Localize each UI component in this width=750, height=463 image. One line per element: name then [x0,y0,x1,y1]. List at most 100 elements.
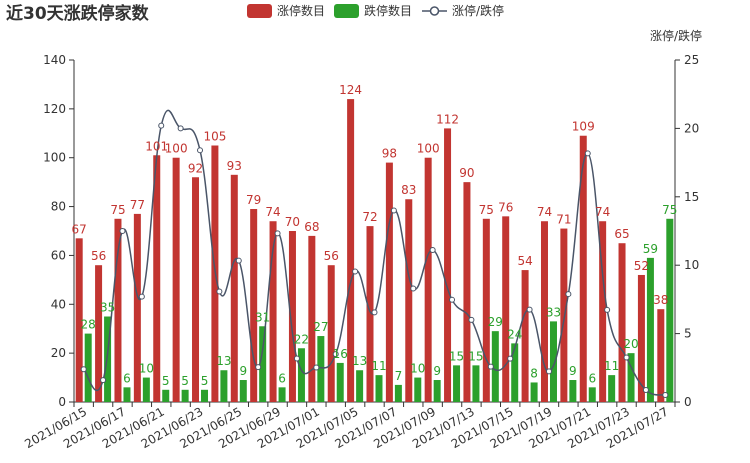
limit-up-value-label: 38 [653,293,668,307]
limit-down-bar [239,380,247,402]
limit-down-bar [142,377,150,402]
limit-up-value-label: 83 [401,183,416,197]
limit-down-value-label: 5 [162,374,170,388]
limit-up-bar [579,135,587,402]
ratio-point [235,257,242,264]
bars [75,99,674,402]
limit-up-value-label: 93 [227,159,242,173]
ratio-line [80,109,669,399]
limit-up-value-label: 75 [479,203,494,217]
ratio-point [623,354,630,361]
right-axis-tick-label: 25 [684,53,699,67]
limit-up-bar [366,226,374,402]
ratio-point [177,125,184,132]
right-axis-tick-label: 15 [684,190,699,204]
limit-down-bar [511,343,519,402]
limit-up-value-label: 68 [304,220,319,234]
limit-down-bar [588,387,596,402]
limit-down-value-label: 11 [371,359,386,373]
ratio-point [584,150,591,157]
limit-up-bar [114,218,122,402]
limit-down-bar [162,389,170,402]
limit-up-bar [269,221,277,402]
limit-up-value-label: 74 [265,205,280,219]
limit-up-value-label: 79 [246,193,261,207]
limit-up-value-label: 112 [436,112,459,126]
limit-up-bar [444,128,452,402]
limit-down-value-label: 33 [546,305,561,319]
legend-swatch [247,4,272,18]
limit-up-bar [405,199,413,402]
limit-up-value-label: 92 [188,161,203,175]
limit-down-value-label: 24 [507,327,522,341]
limit-up-value-label: 65 [614,227,629,241]
legend-item[interactable]: 涨停/跌停 [422,3,504,18]
limit-up-bar [502,216,510,402]
limit-up-value-label: 70 [285,215,300,229]
right-axis-tick-label: 5 [684,327,692,341]
ratio-point [197,147,204,154]
limit-down-value-label: 9 [239,364,247,378]
limit-up-bar [75,238,83,402]
limit-down-bar [278,387,286,402]
limit-up-value-label: 90 [459,166,474,180]
limit-down-value-label: 28 [81,318,96,332]
limit-down-bar [433,380,441,402]
limit-down-bar [375,375,383,402]
limit-up-value-label: 52 [634,259,649,273]
limit-up-bar [560,228,568,402]
limit-up-bar [618,243,626,402]
limit-up-value-label: 98 [382,147,397,161]
limit-down-value-label: 5 [181,374,189,388]
ratio-point [216,288,223,295]
limit-down-bar [646,257,654,402]
legend[interactable]: 涨停数目 跌停数目 涨停/跌停 [247,3,504,18]
limit-down-value-label: 13 [352,354,367,368]
limit-down-value-label: 5 [201,374,209,388]
ratio-point [80,366,87,373]
legend-label: 涨停/跌停 [452,3,504,18]
left-axis-tick-label: 60 [51,248,66,262]
limit-up-bar [599,221,607,402]
ratio-point [642,386,649,393]
ratio-point [332,351,339,358]
limit-down-bar [549,321,557,402]
limit-down-value-label: 29 [488,315,503,329]
limit-up-value-label: 56 [91,249,106,263]
ratio-point [138,293,145,300]
ratio-point [100,377,107,384]
ratio-point [293,355,300,362]
ratio-point [507,355,514,362]
left-axis-tick-label: 80 [51,200,66,214]
limit-up-value-label: 105 [203,130,226,144]
limit-down-bar [84,333,92,402]
left-axis-tick-label: 120 [43,102,66,116]
limit-up-value-label: 72 [362,210,377,224]
limit-up-value-label: 109 [572,120,595,134]
limit-up-bar [482,218,490,402]
limit-down-bar [201,389,209,402]
right-axis-tick-label: 20 [684,121,699,135]
ratio-point [526,306,533,313]
limit-down-bar [472,365,480,402]
legend-item[interactable]: 跌停数目 [334,3,412,18]
ratio-point [158,122,165,129]
limit-down-value-label: 35 [100,301,115,315]
limit-down-bar [220,370,228,402]
limit-down-value-label: 31 [255,310,270,324]
legend-item[interactable]: 涨停数目 [247,3,325,18]
legend-label: 跌停数目 [364,3,412,18]
limit-down-bar [666,218,674,402]
limit-down-value-label: 16 [333,347,348,361]
limit-up-value-label: 100 [165,142,188,156]
limit-down-bar [297,348,305,402]
limit-up-bar [288,231,296,402]
ratio-point [429,247,436,254]
limit-down-bar [608,375,616,402]
ratio-point [390,207,397,214]
limit-down-value-label: 13 [216,354,231,368]
limit-down-bar [123,387,131,402]
limit-up-value-label: 54 [517,254,532,268]
limit-up-value-label: 74 [537,205,552,219]
